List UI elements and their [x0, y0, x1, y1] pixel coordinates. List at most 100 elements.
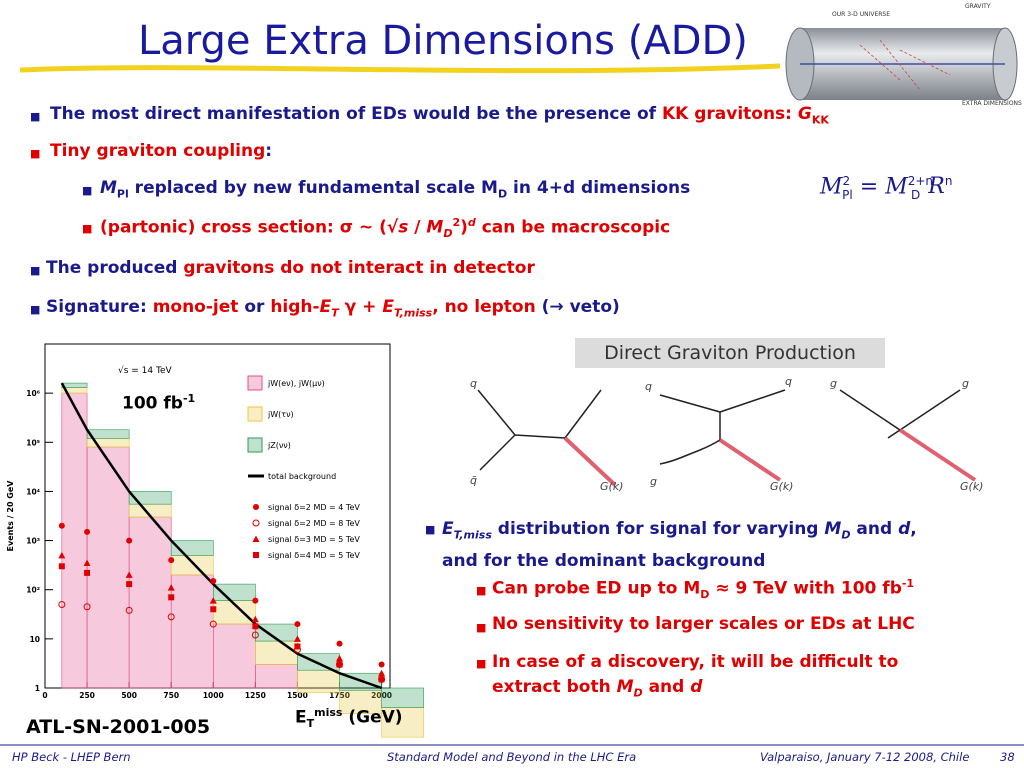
bullet: Can probe ED up to MD ≈ 9 TeV with 100 f…	[492, 577, 915, 602]
luminosity: 100 fb-1	[122, 392, 196, 414]
stack-bar	[61, 392, 88, 689]
x-tick-label: 1500	[287, 691, 308, 700]
y-tick-label: 10⁵	[26, 438, 40, 447]
marker	[126, 581, 133, 588]
marker	[126, 537, 133, 544]
legend-marker	[253, 552, 259, 558]
legend-marker	[252, 519, 260, 527]
marker	[336, 661, 343, 668]
bullet: Signature: mono-jet or high-ET γ + ET,mi…	[46, 297, 620, 320]
stack-bar	[297, 669, 340, 694]
graviton-lines	[859, 39, 951, 91]
marker	[58, 551, 66, 559]
diagram-1	[477, 389, 566, 471]
marker	[336, 654, 344, 662]
x-tick-label: 1250	[245, 691, 266, 700]
stack-bar	[86, 429, 130, 439]
bullet-marker: ■	[82, 222, 93, 235]
marker	[293, 635, 301, 642]
legend-swatch	[247, 375, 263, 391]
stack-bar	[255, 664, 298, 689]
stack-bar	[128, 491, 172, 505]
marker	[84, 569, 91, 576]
marker	[209, 620, 217, 628]
marker	[168, 557, 175, 564]
reference: ATL-SN-2001-005	[26, 716, 211, 738]
bullet-marker: ■	[30, 147, 41, 160]
marker	[251, 631, 259, 639]
particle-label: q	[470, 377, 477, 390]
x-tick-label: 500	[121, 691, 137, 700]
feynman-diagrams	[477, 338, 977, 487]
stack-bar	[255, 623, 298, 642]
diagram-title-box	[575, 338, 885, 368]
legend-label: signal δ=4 MD = 5 TeV	[268, 551, 360, 560]
footer-left: HP Beck - LHEP Bern	[12, 750, 131, 764]
particle-label: g	[650, 475, 657, 488]
footer-center: Standard Model and Beyond in the LHC Era	[387, 750, 637, 764]
legend-label: jW(τν)	[267, 410, 294, 419]
marker	[125, 606, 133, 614]
bullet: MPl replaced by new fundamental scale MD…	[100, 178, 691, 201]
bullet: ET,miss distribution for signal for vary…	[442, 519, 917, 572]
marker	[168, 594, 175, 601]
marker	[209, 597, 217, 604]
marker	[336, 640, 343, 647]
y-tick-label: 10⁴	[26, 487, 40, 496]
legend-swatch	[247, 406, 263, 422]
stack-bar	[212, 583, 256, 601]
particle-label: q	[785, 375, 792, 388]
diagram-title: Direct Graviton Production	[604, 342, 856, 364]
graviton	[563, 436, 617, 487]
legend-label: total background	[268, 472, 336, 481]
particle-label: q̄	[470, 474, 477, 487]
marker	[252, 623, 259, 630]
legend-label: jW(eν), jW(μν)	[267, 379, 325, 388]
bullet-marker: ■	[82, 184, 93, 197]
stack-bar	[86, 446, 130, 689]
bullet: In case of a discovery, it will be diffi…	[492, 652, 899, 700]
graviton	[898, 428, 977, 482]
marker	[252, 597, 259, 604]
marker	[84, 528, 91, 535]
bullet-marker: ■	[476, 621, 487, 634]
marker	[58, 601, 66, 609]
image-label: OUR 3-D UNIVERSE	[832, 11, 890, 18]
legend-marker	[253, 504, 259, 510]
stack-bar	[381, 687, 424, 708]
marker	[83, 603, 91, 611]
bullet: Tiny graviton coupling:	[50, 141, 273, 161]
marker	[58, 522, 65, 529]
marker	[251, 615, 259, 623]
particle-label: G(k)	[960, 480, 983, 493]
marker	[83, 559, 91, 566]
page-number: 38	[1000, 750, 1015, 764]
x-axis-label: ETmiss (GeV)	[295, 706, 403, 731]
marker	[58, 563, 65, 570]
y-tick-label: 10	[30, 635, 40, 644]
bullet-marker: ■	[30, 264, 41, 277]
stack-bar	[212, 623, 256, 689]
y-axis-label: Events / 20 GeV	[6, 480, 15, 552]
marker	[378, 661, 385, 668]
legend-label: signal δ=2 MD = 8 TeV	[268, 519, 360, 528]
image-label: GRAVITY	[965, 3, 991, 10]
x-tick-label: 750	[163, 691, 179, 700]
marker	[294, 643, 301, 650]
marker	[210, 578, 217, 585]
bullet-marker: ■	[476, 657, 487, 670]
diagram-labels: q q̄ G(k) q q g G(k) g g G(k)	[470, 375, 983, 493]
bullet: No sensitivity to larger scales or EDs a…	[492, 614, 915, 634]
legend-label: jZ(νν)	[267, 441, 291, 450]
legend-swatch	[247, 437, 263, 453]
x-tick-label: 0	[42, 691, 47, 700]
marker	[167, 584, 175, 591]
y-tick-label: 1	[35, 684, 40, 693]
bullet-marker: ■	[425, 523, 436, 536]
stack-bar	[170, 574, 214, 689]
marker	[378, 676, 385, 683]
line	[60, 382, 382, 690]
marker	[167, 613, 175, 621]
